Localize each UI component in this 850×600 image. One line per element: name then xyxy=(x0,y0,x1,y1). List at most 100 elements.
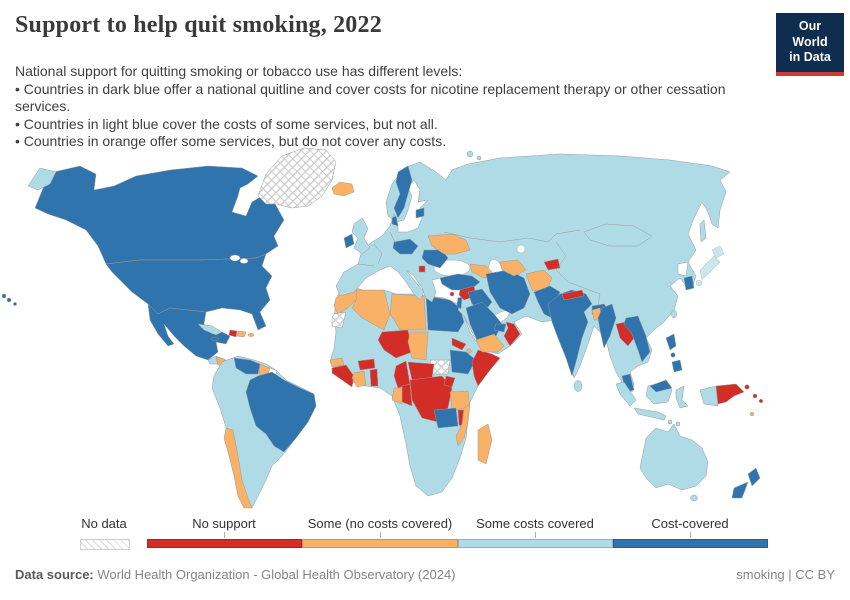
country-north-macedonia[interactable] xyxy=(418,265,426,273)
country-philippines-visayas[interactable] xyxy=(670,352,676,358)
country-japan-honshu[interactable] xyxy=(699,255,721,281)
country-indonesia-java[interactable] xyxy=(633,407,667,421)
country-ethiopia[interactable] xyxy=(449,349,477,375)
country-haiti[interactable] xyxy=(228,329,238,338)
country-mozambique[interactable] xyxy=(455,403,471,447)
country-gabon[interactable] xyxy=(391,387,403,405)
country-algeria[interactable] xyxy=(351,289,391,331)
country-zambia[interactable] xyxy=(433,407,459,429)
country-mexico[interactable] xyxy=(147,303,231,361)
country-hawaii[interactable] xyxy=(1,293,7,299)
country-ukraine[interactable] xyxy=(427,233,471,255)
country-russia-east-wrap[interactable] xyxy=(27,167,57,191)
country-new-zealand-south[interactable] xyxy=(731,481,749,499)
country-latvia[interactable] xyxy=(415,207,425,219)
country-israel-lebanon[interactable] xyxy=(456,296,463,310)
country-myanmar[interactable] xyxy=(597,303,617,349)
country-india[interactable] xyxy=(547,289,593,377)
country-svalbard[interactable] xyxy=(466,150,474,158)
country-hawaii[interactable] xyxy=(13,302,17,306)
country-western-sahara[interactable] xyxy=(331,311,347,329)
country-taiwan[interactable] xyxy=(671,309,677,319)
country-lesser-sunda[interactable] xyxy=(667,419,673,425)
country-uganda[interactable] xyxy=(443,375,456,388)
legend-label-cost-covered: Cost-covered xyxy=(651,516,729,531)
country-japan-hokkaido[interactable] xyxy=(711,245,725,259)
country-burkina-faso[interactable] xyxy=(357,358,376,371)
country-afghanistan[interactable] xyxy=(525,269,553,293)
owid-logo[interactable]: Our World in Data xyxy=(776,13,844,76)
country-ireland[interactable] xyxy=(343,233,355,249)
country-chile[interactable] xyxy=(223,427,253,509)
country-svalbard[interactable] xyxy=(476,155,482,161)
country-turkey[interactable] xyxy=(439,273,481,291)
country-denmark[interactable] xyxy=(391,215,399,227)
country-philippines-mindanao[interactable] xyxy=(671,359,683,373)
country-congo[interactable] xyxy=(401,383,413,407)
country-togo-benin[interactable] xyxy=(369,368,379,387)
country-tasmania[interactable] xyxy=(690,494,698,502)
country-sri-lanka[interactable] xyxy=(573,380,583,392)
country-papua-new-guinea[interactable] xyxy=(715,383,745,405)
country-cyprus[interactable] xyxy=(449,291,455,297)
country-vanuatu[interactable] xyxy=(749,411,755,417)
license-text[interactable]: smoking | CC BY xyxy=(736,567,835,582)
country-senegal[interactable] xyxy=(329,357,345,368)
country-puerto-rico[interactable] xyxy=(247,333,255,337)
country-united-kingdom[interactable] xyxy=(351,217,371,255)
subtitle-line: • Countries in orange offer some service… xyxy=(15,133,447,149)
country-venezuela[interactable] xyxy=(233,357,261,375)
country-jamaica[interactable] xyxy=(211,336,219,342)
country-yemen[interactable] xyxy=(475,333,505,353)
country-guinea-sierra-leone-liberia[interactable] xyxy=(331,364,355,388)
country-eritrea[interactable] xyxy=(451,337,467,351)
country-indonesia-sumatra[interactable] xyxy=(615,381,637,407)
country-turkmenistan[interactable] xyxy=(499,259,527,277)
country-madagascar[interactable] xyxy=(477,423,493,465)
country-egypt[interactable] xyxy=(425,295,465,333)
legend-swatch-no-support[interactable] xyxy=(147,539,302,548)
legend-swatch-cost-covered[interactable] xyxy=(613,539,768,548)
country-japan-kyushu[interactable] xyxy=(695,279,703,287)
country-uae-qatar[interactable] xyxy=(493,323,507,333)
country-sweden[interactable] xyxy=(393,165,413,219)
country-sakhalin[interactable] xyxy=(699,219,707,243)
country-lesser-sunda[interactable] xyxy=(675,421,681,427)
country-south-korea[interactable] xyxy=(683,275,695,291)
country-new-zealand-north[interactable] xyxy=(747,467,761,487)
border-europe xyxy=(357,231,397,267)
country-nepal[interactable] xyxy=(561,289,585,301)
country-australia[interactable] xyxy=(639,423,709,491)
world-choropleth-map[interactable] xyxy=(0,146,850,514)
country-greenland[interactable] xyxy=(257,147,337,209)
country-djibouti[interactable] xyxy=(466,348,472,354)
country-solomon-islands[interactable] xyxy=(752,393,758,399)
country-chad[interactable] xyxy=(407,331,429,361)
legend-swatch-some-costs[interactable] xyxy=(458,539,613,548)
country-indonesia-sulawesi[interactable] xyxy=(675,385,689,409)
country-new-britain[interactable] xyxy=(744,384,750,390)
country-dominican-republic[interactable] xyxy=(236,330,247,338)
country-solomon-islands[interactable] xyxy=(758,398,764,404)
country-central-europe-cluster[interactable] xyxy=(392,238,419,255)
country-niger[interactable] xyxy=(377,329,413,359)
country-malaysia-borneo[interactable] xyxy=(649,379,673,393)
country-philippines-luzon[interactable] xyxy=(665,333,677,351)
legend-swatch-some-no-costs[interactable] xyxy=(302,539,458,548)
country-oman[interactable] xyxy=(503,321,521,347)
country-cote-divoire[interactable] xyxy=(351,370,367,388)
country-brazil[interactable] xyxy=(245,371,317,453)
country-cuba[interactable] xyxy=(197,323,223,336)
country-united-states[interactable] xyxy=(105,253,273,331)
country-canada[interactable] xyxy=(34,165,285,265)
country-tajikistan[interactable] xyxy=(543,258,561,271)
country-indonesia-papua[interactable] xyxy=(699,385,719,407)
legend-swatch-no-data[interactable] xyxy=(80,539,130,550)
country-tanzania[interactable] xyxy=(449,390,471,411)
country-somalia[interactable] xyxy=(471,349,501,387)
country-iceland[interactable] xyxy=(331,181,355,197)
country-hawaii[interactable] xyxy=(6,297,12,303)
legend-label-no-support: No support xyxy=(192,516,256,531)
country-north-korea[interactable] xyxy=(677,261,689,277)
country-vietnam[interactable] xyxy=(623,315,651,363)
